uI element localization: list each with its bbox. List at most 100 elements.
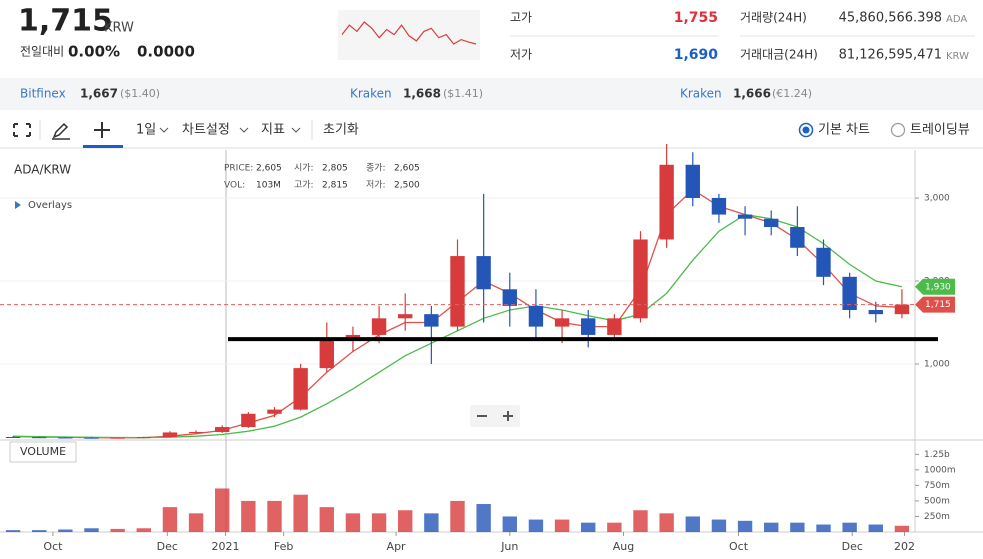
candle-body: [607, 318, 622, 335]
volume-bar: [842, 522, 857, 532]
stat-value: 45,860,566.398: [839, 11, 942, 26]
volume-bar: [267, 500, 282, 532]
volume-bar: [711, 519, 727, 532]
price-tag-label: 1,930: [925, 282, 951, 292]
candle-body: [136, 437, 151, 439]
candle-body: [188, 432, 204, 434]
volume-bar: [528, 519, 544, 532]
exchange-quote: (€1.24): [772, 87, 812, 100]
pair: ADA/KRW: [14, 163, 71, 177]
menu[interactable]: 차트설정: [182, 123, 230, 138]
stat-unit: ADA: [946, 14, 967, 25]
volume-tick-label: 1000m: [924, 465, 956, 475]
candle-body: [476, 256, 491, 290]
info-value: 2,605: [256, 164, 282, 174]
x-tick-label: Dec: [842, 540, 863, 553]
volume-bar: [424, 513, 439, 532]
volume-bar: [502, 516, 517, 532]
currency: KRW: [104, 21, 134, 36]
crosshair-icon[interactable]: [94, 122, 110, 138]
candle-body: [868, 310, 883, 315]
mode[interactable]: 기본 차트: [818, 123, 870, 138]
x-tick-label: 2021: [211, 540, 239, 553]
volume-tick-label: 500m: [924, 496, 950, 506]
volume-tick-label: 250m: [924, 512, 950, 522]
volume-bar: [737, 520, 753, 532]
stat-label: 거래대금(24H): [740, 48, 818, 62]
exchange-quote: ($1.40): [120, 87, 160, 100]
info-label: VOL:: [224, 181, 245, 191]
radio[interactable]: [798, 122, 814, 138]
candle-body: [215, 427, 230, 433]
candle-body: [816, 247, 831, 277]
y-tick-label: 1,000: [924, 359, 950, 369]
candle-body: [345, 334, 361, 340]
volume-bar: [659, 513, 674, 532]
exchange-price: 1,666: [733, 87, 771, 101]
volume-tick-label: 1.25b: [924, 450, 950, 460]
volume-bar: [215, 488, 230, 532]
info-label: 시가:: [294, 163, 314, 174]
sparkline: [341, 21, 477, 45]
x-tick-label: Dec: [157, 540, 178, 553]
stat-label: 저가: [510, 48, 532, 62]
candle-body: [32, 437, 47, 439]
volume-bar: [790, 522, 805, 532]
menu[interactable]: 지표: [261, 123, 285, 138]
price-tag: [915, 296, 955, 313]
candle-body: [110, 437, 125, 439]
volume-bar: [685, 516, 700, 532]
info-label: 고가:: [294, 180, 314, 191]
x-tick-label: Aug: [613, 540, 634, 553]
change-label: 전일대비: [20, 45, 64, 59]
active-tab: [83, 145, 123, 148]
candle-body: [84, 437, 99, 439]
change-pct: 0.00%: [68, 43, 120, 61]
reset[interactable]: 초기화: [323, 123, 359, 138]
stat-value: 81,126,595,471: [839, 48, 942, 63]
info-value: 2,605: [394, 164, 420, 174]
mode[interactable]: 트레이딩뷰: [910, 123, 970, 138]
stat-value: 1,755: [674, 10, 718, 26]
radio[interactable]: [890, 122, 906, 138]
volume-bar: [398, 510, 413, 532]
candle-body: [162, 432, 178, 438]
x-tick-label: 202: [894, 540, 915, 553]
volume-bar: [633, 510, 648, 532]
candle-body: [371, 318, 387, 335]
zoom-in[interactable]: [503, 411, 513, 421]
info-value: 103M: [256, 181, 281, 191]
chevron: [291, 127, 301, 133]
volume-bar: [110, 528, 125, 532]
exchange-name: Kraken: [680, 87, 722, 101]
candle-body: [293, 368, 308, 410]
volume-bar: [345, 513, 361, 532]
info-value: 2,805: [322, 164, 348, 174]
exchange-quote: ($1.41): [443, 87, 483, 100]
candle-body: [450, 256, 465, 327]
moving-average: [13, 213, 903, 439]
info-label: 저가:: [366, 180, 386, 191]
exchange-bar: [0, 78, 983, 110]
candle-body: [659, 164, 674, 240]
volume-bar: [816, 524, 831, 532]
candle-body: [737, 214, 753, 219]
overlay-arrow[interactable]: [15, 201, 21, 209]
candle-body: [267, 409, 282, 414]
volume-bar: [764, 522, 779, 532]
volume-bar: [554, 519, 570, 532]
draw-icon[interactable]: [52, 122, 70, 140]
exchange-price: 1,668: [403, 87, 441, 101]
volume-tick-label: 750m: [924, 481, 950, 491]
overlays[interactable]: Overlays: [28, 200, 72, 211]
candle-body: [633, 239, 648, 319]
candle-body: [398, 314, 413, 319]
fullscreen-icon[interactable]: [13, 123, 31, 137]
price-tag-label: 1,715: [925, 300, 951, 310]
zoom-box: [470, 405, 520, 427]
exchange-name: Kraken: [350, 87, 392, 101]
interval[interactable]: 1일: [136, 123, 156, 138]
exchange-price: 1,667: [80, 87, 118, 101]
x-tick-label: Jun: [500, 540, 518, 553]
